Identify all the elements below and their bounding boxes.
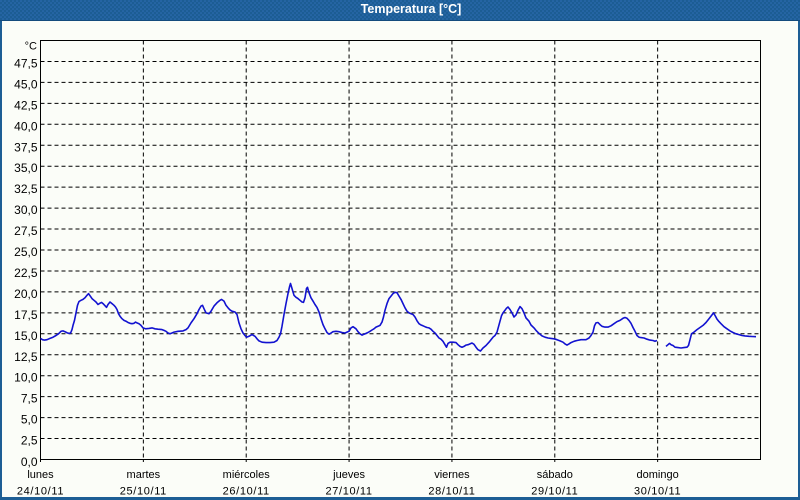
svg-text:17,5: 17,5: [14, 308, 38, 322]
svg-text:27,5: 27,5: [14, 224, 38, 238]
svg-text:5,0: 5,0: [21, 413, 38, 427]
svg-text:30/10/11: 30/10/11: [634, 485, 681, 497]
svg-text:martes: martes: [127, 469, 161, 481]
svg-text:15,0: 15,0: [14, 329, 38, 343]
svg-text:22,5: 22,5: [14, 266, 38, 280]
svg-text:jueves: jueves: [332, 469, 365, 481]
svg-text:2,5: 2,5: [21, 434, 38, 448]
svg-text:12,5: 12,5: [14, 350, 38, 364]
svg-text:sábado: sábado: [537, 469, 573, 481]
svg-text:40,0: 40,0: [14, 119, 38, 133]
svg-text:25/10/11: 25/10/11: [120, 485, 167, 497]
svg-text:30,0: 30,0: [14, 203, 38, 217]
svg-text:0,0: 0,0: [21, 455, 38, 469]
svg-text:lunes: lunes: [27, 469, 54, 481]
svg-text:viernes: viernes: [434, 469, 470, 481]
svg-text:°C: °C: [25, 41, 37, 53]
svg-text:32,5: 32,5: [14, 182, 38, 196]
svg-text:7,5: 7,5: [21, 392, 38, 406]
svg-text:28/10/11: 28/10/11: [428, 485, 475, 497]
svg-text:25,0: 25,0: [14, 245, 38, 259]
svg-text:26/10/11: 26/10/11: [223, 485, 270, 497]
svg-text:27/10/11: 27/10/11: [325, 485, 372, 497]
svg-text:10,0: 10,0: [14, 371, 38, 385]
svg-text:domingo: domingo: [637, 469, 679, 481]
svg-text:35,0: 35,0: [14, 161, 38, 175]
svg-text:miércoles: miércoles: [223, 469, 271, 481]
svg-text:37,5: 37,5: [14, 140, 38, 154]
svg-text:29/10/11: 29/10/11: [531, 485, 578, 497]
svg-text:24/10/11: 24/10/11: [17, 485, 64, 497]
svg-text:45,0: 45,0: [14, 77, 38, 91]
svg-text:42,5: 42,5: [14, 98, 38, 112]
svg-text:47,5: 47,5: [14, 56, 38, 70]
svg-text:20,0: 20,0: [14, 287, 38, 301]
